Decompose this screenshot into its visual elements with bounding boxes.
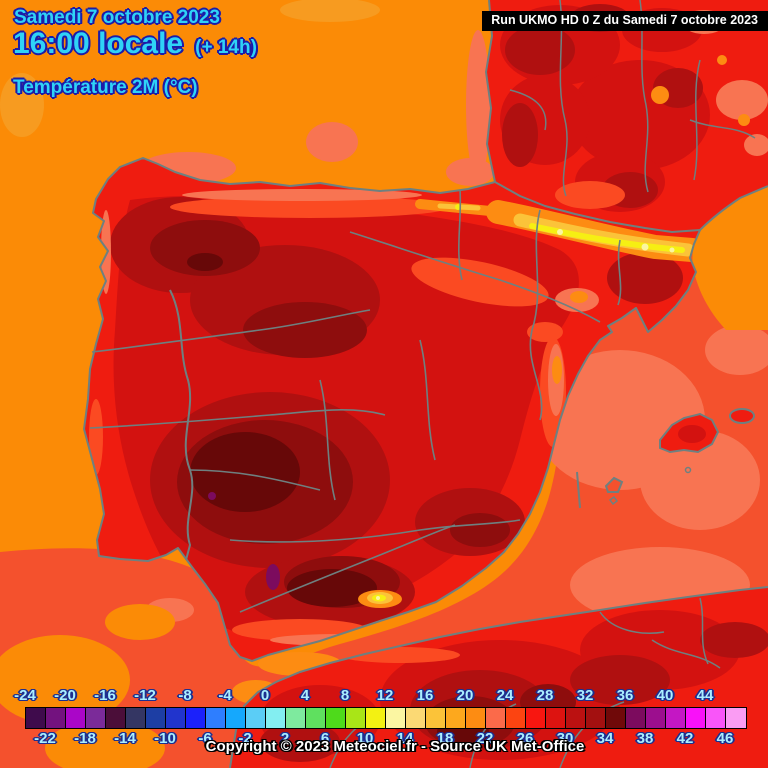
- cool-spot: [557, 229, 563, 235]
- sierra-nevada-cool-spot: [358, 590, 402, 608]
- sea-patch: [705, 325, 768, 375]
- temp-region: [150, 220, 260, 276]
- temp-region: [744, 134, 768, 156]
- sea-patch: [306, 122, 358, 162]
- map-artifact-line: [576, 471, 581, 509]
- forecast-offset-text: (+ 14h): [195, 37, 257, 58]
- parameter-label: Température 2M (°C): [13, 77, 198, 98]
- french-mediterranean-coastline: [699, 185, 768, 231]
- temp-region: [570, 291, 588, 303]
- hot-spot: [208, 492, 216, 500]
- copyright-notice: Copyright © 2023 Meteociel.fr - Source U…: [205, 738, 585, 755]
- hot-spot: [266, 564, 280, 590]
- sea-patch: [466, 30, 490, 180]
- temp-region: [89, 399, 103, 475]
- temp-region: [502, 103, 538, 167]
- iberia-borders: [89, 189, 622, 613]
- cool-spot: [669, 247, 675, 253]
- temp-region: [260, 722, 340, 762]
- model-run-info: Run UKMO HD 0 Z du Samedi 7 octobre 2023: [482, 11, 768, 31]
- temp-region: [182, 189, 422, 201]
- temp-region: [651, 86, 669, 104]
- date-label: Samedi 7 octobre 2023: [14, 7, 220, 28]
- temp-region: [570, 655, 670, 705]
- sea-patch: [105, 604, 175, 640]
- gulf-of-lion: [692, 188, 768, 330]
- sea-patch: [640, 430, 760, 530]
- france-landmass: [484, 0, 768, 234]
- temp-region: [527, 322, 563, 342]
- temp-region: [700, 622, 768, 658]
- formentera-island: [608, 495, 619, 506]
- cabrera-island: [684, 466, 692, 474]
- temp-region: [190, 432, 300, 512]
- iberia-landmass: [83, 157, 701, 662]
- temp-region: [450, 513, 510, 547]
- sea-patch: [280, 0, 380, 22]
- menorca-island: [729, 408, 755, 424]
- sea-patch: [446, 158, 494, 186]
- temp-region: [552, 356, 562, 384]
- balearic-islands: [604, 408, 755, 506]
- sea-patch: [0, 635, 130, 725]
- temp-region: [555, 181, 625, 209]
- sea-patch: [45, 720, 165, 768]
- sea-patch: [0, 73, 44, 137]
- temp-region: [505, 25, 575, 75]
- temp-region: [520, 684, 576, 720]
- local-time-text: 16:00 locale: [13, 27, 184, 60]
- temp-region: [287, 569, 377, 607]
- temp-region: [187, 253, 223, 271]
- temp-region: [411, 257, 549, 307]
- cool-spot: [641, 243, 649, 251]
- africa-coastline: [229, 586, 768, 768]
- temp-region: [607, 252, 683, 304]
- temp-region: [678, 425, 706, 443]
- temp-region: [717, 55, 727, 65]
- ibiza-island: [604, 476, 624, 493]
- temp-region: [170, 196, 450, 218]
- temp-region: [716, 80, 768, 120]
- temp-region: [738, 114, 750, 126]
- valid-time-label: 16:00 locale (+ 14h): [13, 29, 257, 59]
